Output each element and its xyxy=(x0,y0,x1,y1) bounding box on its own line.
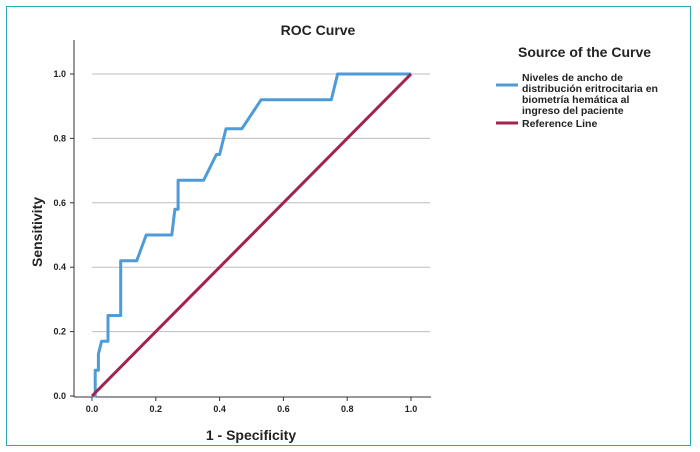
legend-label: distribución eritrocitaria en xyxy=(522,83,658,95)
y-tick-label: 0.0 xyxy=(53,391,66,401)
y-ticks: 0.0 0.2 0.4 0.6 0.8 1.0 xyxy=(53,69,74,401)
x-tick-label: 0.6 xyxy=(277,404,290,414)
chart-frame xyxy=(6,6,691,446)
reference-line xyxy=(90,72,413,398)
x-axis-title: 1 - Specificity xyxy=(206,427,296,443)
legend-label: Niveles de ancho de xyxy=(522,72,623,84)
axes xyxy=(73,40,431,398)
legend: Source of the Curve Niveles de ancho ded… xyxy=(496,44,658,130)
legend-label: biometría hemática al xyxy=(522,94,629,106)
x-tick-label: 0.4 xyxy=(213,404,226,414)
series xyxy=(90,72,413,398)
roc-curve-line xyxy=(92,72,411,398)
x-tick-label: 0.2 xyxy=(150,404,163,414)
y-axis-title: Sensitivity xyxy=(29,197,45,267)
x-tick-label: 0.8 xyxy=(341,404,354,414)
x-ticks: 0.0 0.2 0.4 0.6 0.8 1.0 xyxy=(86,397,418,414)
x-tick-label: 1.0 xyxy=(405,404,418,414)
legend-title: Source of the Curve xyxy=(518,44,651,60)
legend-label: ingreso del paciente xyxy=(522,105,624,117)
legend-label: Reference Line xyxy=(522,118,597,130)
grid xyxy=(92,73,430,333)
y-tick-label: 0.6 xyxy=(53,198,66,208)
chart-title: ROC Curve xyxy=(281,22,356,38)
x-tick-label: 0.0 xyxy=(86,404,99,414)
y-tick-label: 0.8 xyxy=(53,133,66,143)
y-tick-label: 0.4 xyxy=(53,262,66,272)
y-tick-label: 1.0 xyxy=(53,69,66,79)
y-tick-label: 0.2 xyxy=(53,327,66,337)
